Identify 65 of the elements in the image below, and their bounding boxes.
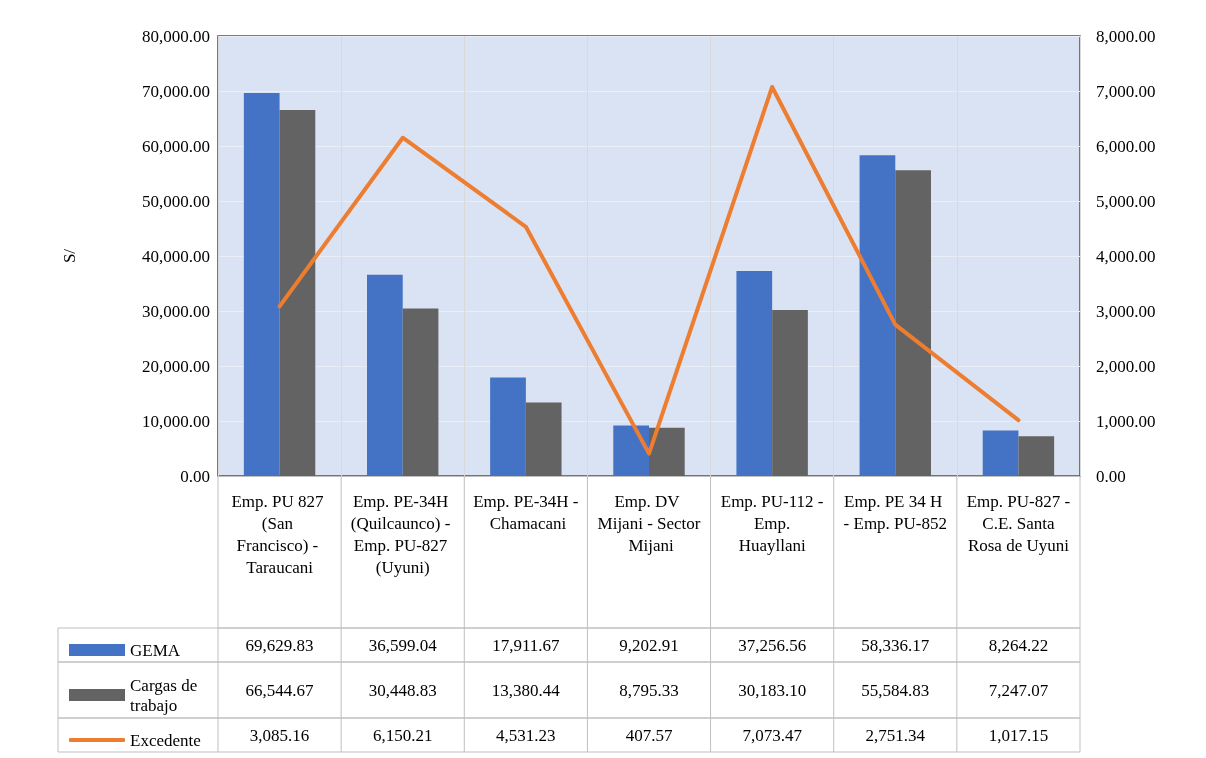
y2-tick-label: 5,000.00 bbox=[1096, 191, 1156, 211]
y-tick-label: 20,000.00 bbox=[142, 356, 210, 376]
bar bbox=[490, 377, 526, 476]
data-label: 37,256.56 bbox=[738, 635, 807, 655]
data-label: 69,629.83 bbox=[245, 635, 314, 655]
y2-tick-label: 3,000.00 bbox=[1096, 301, 1156, 321]
data-label: 58,336.17 bbox=[861, 635, 930, 655]
y2-tick-label: 2,000.00 bbox=[1096, 356, 1156, 376]
bar bbox=[243, 93, 280, 476]
bar bbox=[367, 274, 403, 476]
data-label: 2,751.34 bbox=[865, 725, 926, 745]
data-label: 8,264.22 bbox=[988, 635, 1049, 655]
data-label: 8,795.33 bbox=[619, 680, 679, 700]
x-tick-label: Emp. PE-34H (Quilcaunco) - Emp. PU-827 (Uyuni) bbox=[350, 491, 455, 577]
y-tick-label: 60,000.00 bbox=[142, 136, 210, 156]
y-tick-label: 50,000.00 bbox=[142, 191, 210, 211]
x-tick-label: Emp. DV Mijani - Sector Mijani bbox=[597, 491, 701, 555]
bar bbox=[613, 425, 649, 476]
y-tick-label: 10,000.00 bbox=[142, 411, 210, 431]
bar bbox=[279, 110, 316, 476]
y2-tick-label: 7,000.00 bbox=[1096, 81, 1156, 101]
y2-tick-label: 8,000.00 bbox=[1096, 26, 1156, 46]
data-label: 66,544.67 bbox=[245, 680, 315, 700]
x-tick-label: Emp. PU-827 - C.E. Santa Rosa de Uyuni bbox=[966, 491, 1071, 555]
legend-label: Cargas de trabajo bbox=[130, 675, 202, 715]
data-label: 7,247.07 bbox=[988, 680, 1049, 700]
x-tick-label: Emp. PE-34H - Chamacani bbox=[473, 491, 579, 533]
bar bbox=[772, 309, 808, 476]
x-tick-label: Emp. PE 34 H - Emp. PU-852 bbox=[843, 491, 947, 533]
data-label: 6,150.21 bbox=[372, 725, 433, 745]
bar bbox=[736, 271, 773, 476]
data-label: 17,911.67 bbox=[492, 635, 561, 655]
data-label: 9,202.91 bbox=[619, 635, 679, 655]
data-label: 30,183.10 bbox=[738, 680, 807, 700]
y-tick-label: 0.00 bbox=[180, 466, 210, 486]
data-label: 1,017.15 bbox=[988, 725, 1049, 745]
data-label: 7,073.47 bbox=[742, 725, 803, 745]
data-label: 55,584.83 bbox=[861, 680, 930, 700]
data-label: 30,448.83 bbox=[368, 680, 437, 700]
y-tick-label: 70,000.00 bbox=[142, 81, 210, 101]
y-tick-label: 40,000.00 bbox=[142, 246, 210, 266]
data-label: 407.57 bbox=[625, 725, 673, 745]
bar bbox=[525, 402, 562, 476]
bar bbox=[649, 427, 685, 476]
bar bbox=[895, 170, 931, 476]
y-tick-label: 80,000.00 bbox=[142, 26, 210, 46]
x-tick-label: Emp. PU 827 (San Francisco) - Taraucani bbox=[231, 491, 328, 577]
legend-label: GEMA bbox=[130, 640, 181, 660]
bar bbox=[859, 155, 896, 476]
y-tick-label: 30,000.00 bbox=[142, 301, 210, 321]
data-label: 13,380.44 bbox=[491, 680, 561, 700]
bar bbox=[402, 308, 439, 476]
line-series bbox=[277, 84, 1021, 456]
x-tick-label: Emp. PU-112 - Emp. Huayllani bbox=[720, 491, 824, 555]
data-label: 36,599.04 bbox=[368, 635, 438, 655]
y-axis-title: S/ bbox=[60, 248, 79, 264]
y2-tick-label: 6,000.00 bbox=[1096, 136, 1156, 156]
y2-tick-label: 1,000.00 bbox=[1096, 411, 1156, 431]
y2-tick-label: 0.00 bbox=[1096, 466, 1126, 486]
legend-label: Excedente bbox=[130, 730, 201, 750]
data-label: 3,085.16 bbox=[249, 725, 310, 745]
bar bbox=[982, 430, 1019, 476]
y2-tick-label: 4,000.00 bbox=[1096, 246, 1156, 266]
data-label: 4,531.23 bbox=[496, 725, 556, 745]
bar bbox=[1018, 436, 1055, 476]
